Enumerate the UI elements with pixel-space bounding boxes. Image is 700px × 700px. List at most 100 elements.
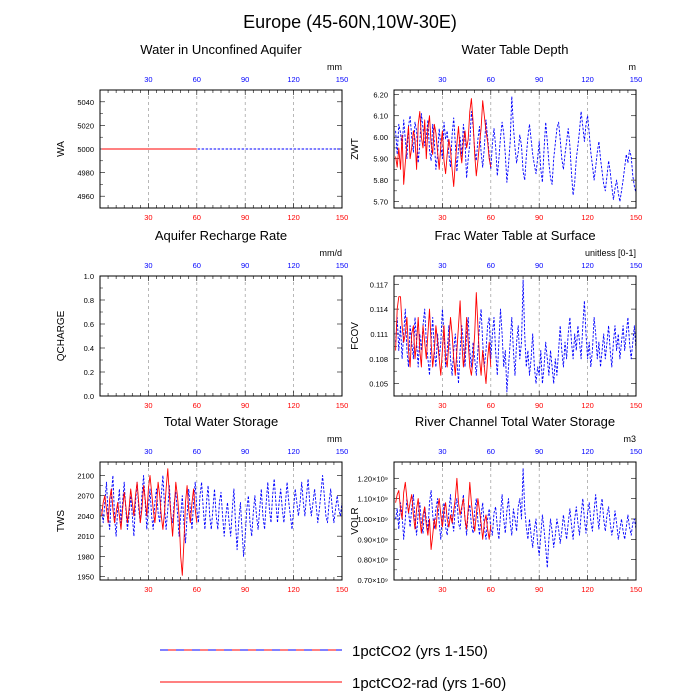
y-tick-label: 1.10×10⁹ xyxy=(357,495,388,504)
x-tick-label-bottom: 90 xyxy=(535,213,543,222)
y-tick-label: 1980 xyxy=(77,552,94,561)
y-tick-label: 4960 xyxy=(77,192,94,201)
panel-units: unitless [0-1] xyxy=(585,248,636,258)
x-tick-label-top: 60 xyxy=(487,75,495,84)
page-title: Europe (45-60N,10W-30E) xyxy=(243,12,457,32)
y-tick-label: 5.80 xyxy=(373,176,388,185)
legend: 1pctCO2 (yrs 1-150) 1pctCO2-rad (yrs 1-6… xyxy=(160,643,506,692)
panel-title: Aquifer Recharge Rate xyxy=(155,228,287,243)
x-tick-label-top: 150 xyxy=(630,75,643,84)
x-tick-label-bottom: 150 xyxy=(630,401,643,410)
x-tick-label-bottom: 60 xyxy=(193,213,201,222)
y-tick-label: 5.90 xyxy=(373,155,388,164)
x-tick-label-top: 90 xyxy=(535,75,543,84)
y-tick-label: 0.111 xyxy=(370,330,388,339)
y-tick-label: 0.90×10⁹ xyxy=(357,535,388,544)
x-tick-label-bottom: 90 xyxy=(535,585,543,594)
x-tick-label-top: 150 xyxy=(630,261,643,270)
panel-title: Total Water Storage xyxy=(164,414,278,429)
x-tick-label-top: 30 xyxy=(438,75,446,84)
series-line-1pctco2 xyxy=(395,279,636,393)
x-tick-label-top: 30 xyxy=(144,75,152,84)
panel-units: m xyxy=(629,62,637,72)
plot-frame xyxy=(99,275,343,397)
y-tick-label: 1.00×10⁹ xyxy=(357,515,388,524)
panel-units: mm xyxy=(327,434,342,444)
y-tick-label: 1950 xyxy=(77,573,94,582)
x-tick-label-top: 150 xyxy=(630,447,643,456)
y-tick-label: 2100 xyxy=(77,471,94,480)
y-tick-label: 0.6 xyxy=(84,320,94,329)
x-tick-label-bottom: 150 xyxy=(630,213,643,222)
x-tick-label-top: 30 xyxy=(438,447,446,456)
y-tick-label: 4980 xyxy=(77,169,94,178)
x-tick-label-bottom: 30 xyxy=(438,213,446,222)
y-tick-label: 0.108 xyxy=(369,355,388,364)
y-tick-label: 1.0 xyxy=(84,272,94,281)
panel-title: Frac Water Table at Surface xyxy=(434,228,595,243)
y-tick-label: 5.70 xyxy=(373,198,388,207)
x-tick-label-bottom: 120 xyxy=(287,401,300,410)
legend-label-1pctco2-rad: 1pctCO2-rad (yrs 1-60) xyxy=(352,675,506,692)
x-tick-label-bottom: 30 xyxy=(438,585,446,594)
x-tick-label-top: 60 xyxy=(487,447,495,456)
series-line-1pctco2 xyxy=(395,467,636,569)
y-tick-label: 0.80×10⁹ xyxy=(357,556,388,565)
legend-label-1pctco2: 1pctCO2 (yrs 1-150) xyxy=(352,643,488,660)
y-tick-label: 0.117 xyxy=(370,280,388,289)
x-tick-label-bottom: 120 xyxy=(581,401,594,410)
x-tick-label-top: 90 xyxy=(241,261,249,270)
x-tick-label-bottom: 60 xyxy=(193,585,201,594)
x-tick-label-top: 150 xyxy=(336,75,349,84)
x-tick-label-top: 120 xyxy=(581,261,594,270)
y-tick-label: 6.10 xyxy=(373,112,388,121)
series-line-1pctco2-rad xyxy=(101,468,198,576)
x-tick-label-top: 120 xyxy=(287,75,300,84)
y-axis-label: VOLR xyxy=(350,507,361,534)
panel-tws: Total Water Storage mm TWS 30 30 60 60 90 90 120 1… xyxy=(56,414,348,594)
x-tick-label-bottom: 150 xyxy=(336,585,349,594)
x-tick-label-top: 90 xyxy=(241,447,249,456)
y-tick-label: 5000 xyxy=(77,145,94,154)
x-tick-label-top: 150 xyxy=(336,261,349,270)
x-tick-label-bottom: 90 xyxy=(241,213,249,222)
x-tick-label-bottom: 120 xyxy=(287,585,300,594)
y-tick-label: 0.70×10⁹ xyxy=(357,576,388,585)
y-axis-label: TWS xyxy=(56,510,67,533)
x-tick-label-top: 150 xyxy=(336,447,349,456)
x-tick-label-top: 120 xyxy=(287,261,300,270)
panels: Water in Unconfined Aquifer mm WA 30 30 60 60 9… xyxy=(56,42,642,594)
y-axis-label: WA xyxy=(56,141,67,157)
x-tick-label-bottom: 90 xyxy=(241,401,249,410)
panel-title: Water Table Depth xyxy=(462,42,569,57)
plot-frame xyxy=(99,461,343,581)
series-line-1pctco2 xyxy=(101,475,342,557)
y-tick-label: 2070 xyxy=(77,492,94,501)
y-tick-label: 0.2 xyxy=(84,368,94,377)
panel-wa: Water in Unconfined Aquifer mm WA 30 30 60 60 9… xyxy=(56,42,348,222)
x-tick-label-bottom: 30 xyxy=(144,585,152,594)
y-axis-label: ZWT xyxy=(350,138,361,160)
x-tick-label-bottom: 90 xyxy=(535,401,543,410)
x-tick-label-bottom: 120 xyxy=(581,585,594,594)
x-tick-label-top: 30 xyxy=(144,447,152,456)
x-tick-label-top: 120 xyxy=(581,75,594,84)
plot-frame xyxy=(393,275,637,397)
x-tick-label-bottom: 60 xyxy=(193,401,201,410)
panel-volr: River Channel Total Water Storage m3 VOLR 3… xyxy=(350,414,642,594)
panel-zwt: Water Table Depth m ZWT 30 30 60 60 90 90 120 120 1… xyxy=(350,42,642,222)
x-tick-label-bottom: 120 xyxy=(287,213,300,222)
x-tick-label-bottom: 60 xyxy=(487,585,495,594)
x-tick-label-top: 120 xyxy=(581,447,594,456)
series-line-1pctco2 xyxy=(395,95,636,203)
y-tick-label: 2040 xyxy=(77,512,94,521)
x-tick-label-top: 90 xyxy=(241,75,249,84)
y-tick-label: 0.114 xyxy=(370,305,388,314)
x-tick-label-top: 90 xyxy=(535,447,543,456)
x-tick-label-bottom: 120 xyxy=(581,213,594,222)
y-axis-label: FCOV xyxy=(350,322,361,350)
x-tick-label-bottom: 30 xyxy=(144,213,152,222)
x-tick-label-top: 120 xyxy=(287,447,300,456)
panel-units: mm/d xyxy=(320,248,343,258)
y-tick-label: 0.105 xyxy=(369,380,388,389)
